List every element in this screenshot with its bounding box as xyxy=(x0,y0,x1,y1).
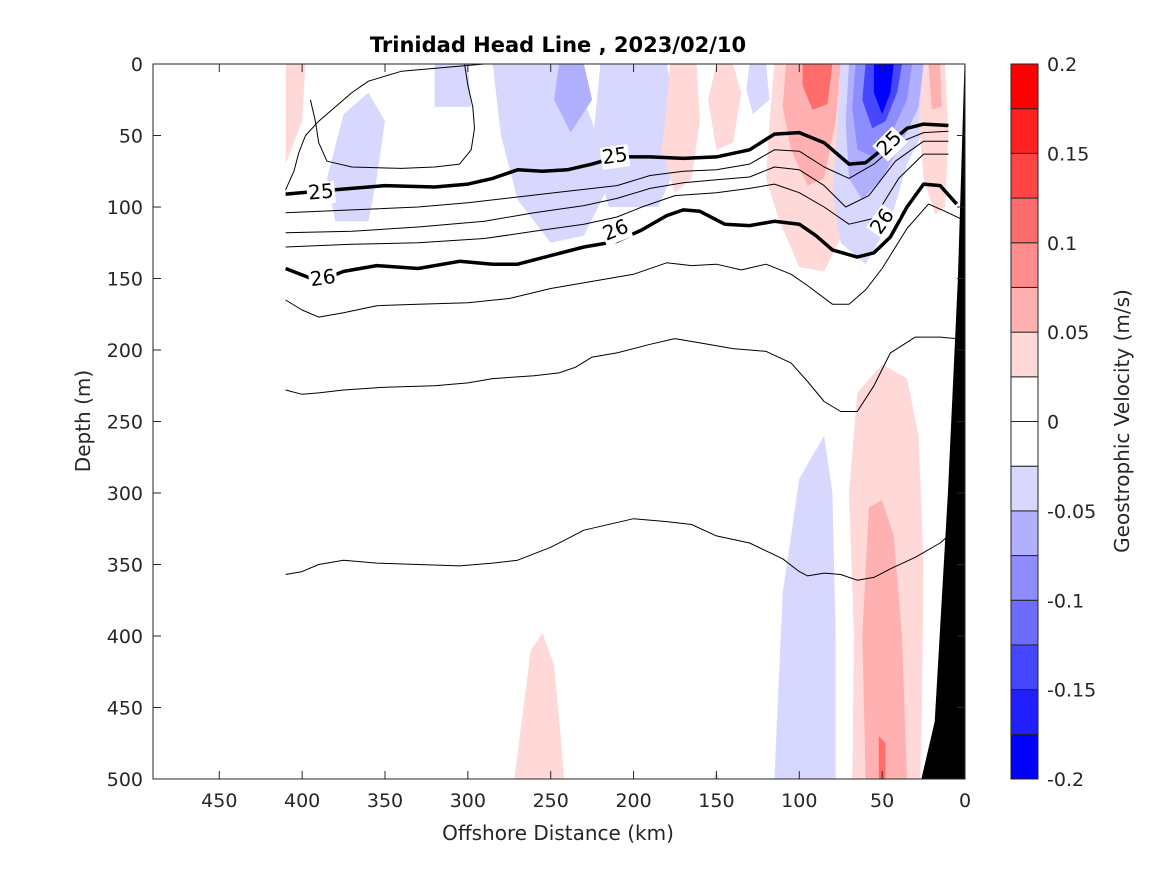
y-tick-label-7: 350 xyxy=(107,555,143,577)
isopycnal-major-layer xyxy=(284,122,959,284)
velocity-patch-16 xyxy=(873,64,894,115)
contour-label-halo-0 xyxy=(306,180,336,206)
velocity-patch-22 xyxy=(878,736,886,779)
isopycnal-minor-6 xyxy=(285,64,485,191)
contour-label-halo-4 xyxy=(598,215,634,247)
colorbar-tick-label-6: -0.1 xyxy=(1047,590,1084,612)
colorbar-tick-label-2: 0.1 xyxy=(1047,233,1077,255)
x-tick-label-4: 250 xyxy=(533,790,569,812)
colorbar-label: Geostrophic Velocity (m/s) xyxy=(1110,289,1134,553)
x-tick-label-7: 100 xyxy=(781,790,817,812)
velocity-patch-3 xyxy=(554,64,593,133)
y-tick-label-6: 300 xyxy=(107,483,143,505)
isopycnal-26 xyxy=(284,182,959,284)
colorbar-segment-2 xyxy=(1010,644,1039,691)
velocity-patch-4 xyxy=(592,64,684,207)
colorbar-segment-8 xyxy=(1010,376,1039,422)
contour-label-26-left: 26 xyxy=(309,264,338,291)
x-tick-label-3: 300 xyxy=(450,790,486,812)
colorbar-segment-5 xyxy=(1010,510,1039,557)
colorbar-segment-6 xyxy=(1010,465,1039,512)
colorbar-tick-label-1: 0.15 xyxy=(1047,143,1089,165)
y-tick-label-1: 50 xyxy=(119,126,143,148)
isopycnal-minor-4 xyxy=(285,336,957,412)
velocity-patch-23 xyxy=(514,633,564,779)
velocity-patch-18 xyxy=(928,64,942,110)
isopycnal-minor-0 xyxy=(285,130,949,214)
y-tick-label-2: 100 xyxy=(107,197,143,219)
colorbar-segment-4 xyxy=(1010,555,1039,601)
colorbar-segment-14 xyxy=(1010,108,1039,154)
colorbar-segment-7 xyxy=(1010,421,1039,467)
colorbar-segment-12 xyxy=(1010,197,1039,244)
isopycnal-minor-5 xyxy=(285,518,958,581)
y-axis: 0 50 100 150 200 250 300 350 400 450 500 xyxy=(107,54,965,791)
velocity-patch-1 xyxy=(434,64,472,107)
x-tick-label-9: 0 xyxy=(959,790,971,812)
colorbar-segment-13 xyxy=(1010,152,1039,199)
velocity-patch-6 xyxy=(661,64,700,193)
chart-title: Trinidad Head Line , 2023/02/10 xyxy=(370,33,746,57)
isopycnal-25 xyxy=(285,122,949,196)
isopycnal-minor-3 xyxy=(285,203,961,318)
x-tick-label-0: 450 xyxy=(201,790,237,812)
x-tick-label-1: 400 xyxy=(284,790,320,812)
velocity-patch-19 xyxy=(774,435,836,779)
colorbar-tick-label-0: 0.2 xyxy=(1047,54,1077,76)
velocity-patch-11 xyxy=(802,64,833,110)
velocity-patch-21 xyxy=(862,500,907,779)
colorbar-tick-label-4: 0 xyxy=(1047,412,1059,434)
velocity-patch-5 xyxy=(285,64,306,165)
y-tick-label-3: 150 xyxy=(107,269,143,291)
x-axis-label: Offshore Distance (km) xyxy=(442,821,674,845)
colorbar-segment-15 xyxy=(1010,63,1039,110)
y-tick-label-5: 250 xyxy=(107,412,143,434)
colorbar-segment-0 xyxy=(1010,733,1039,780)
y-tick-label-9: 450 xyxy=(107,698,143,720)
colorbar-tick-label-7: -0.15 xyxy=(1047,680,1096,702)
contour-label-halo-5 xyxy=(865,204,901,240)
colorbar: 0.2 0.15 0.1 0.05 0 -0.05 -0.1 -0.15 -0.2 xyxy=(1010,54,1096,791)
y-tick-label-10: 500 xyxy=(107,769,143,791)
colorbar-tick-label-5: -0.05 xyxy=(1047,501,1096,523)
contour-label-25-left: 25 xyxy=(307,178,334,204)
y-axis-label: Depth (m) xyxy=(71,370,95,472)
x-tick-label-2: 350 xyxy=(367,790,403,812)
y-tick-label-8: 400 xyxy=(107,626,143,648)
colorbar-segment-11 xyxy=(1010,242,1039,288)
contour-label-25-mid: 25 xyxy=(601,142,630,169)
colorbar-segment-9 xyxy=(1010,331,1039,378)
colorbar-segment-3 xyxy=(1010,599,1039,646)
y-tick-label-4: 200 xyxy=(107,340,143,362)
x-axis: 450 400 350 300 250 200 150 100 50 0 xyxy=(201,64,971,812)
contour-label-halo-3 xyxy=(307,266,339,292)
x-tick-label-5: 200 xyxy=(615,790,651,812)
colorbar-segment-1 xyxy=(1010,689,1039,735)
colorbar-segment-10 xyxy=(1010,286,1039,333)
isopycnal-minor-7 xyxy=(309,64,475,169)
contour-label-halo-2 xyxy=(872,126,908,162)
colorbar-frame xyxy=(1010,63,1039,780)
y-tick-label-0: 0 xyxy=(131,54,143,76)
contour-label-halo-1 xyxy=(599,144,631,170)
x-tick-label-8: 50 xyxy=(870,790,894,812)
isopycnal-minor-1 xyxy=(285,140,949,234)
colorbar-tick-label-3: 0.05 xyxy=(1047,322,1089,344)
velocity-patch-7 xyxy=(708,64,742,150)
colorbar-tick-label-8: -0.2 xyxy=(1047,769,1084,791)
velocity-fill-layer xyxy=(285,64,949,779)
x-tick-label-6: 150 xyxy=(698,790,734,812)
velocity-patch-8 xyxy=(746,64,770,115)
